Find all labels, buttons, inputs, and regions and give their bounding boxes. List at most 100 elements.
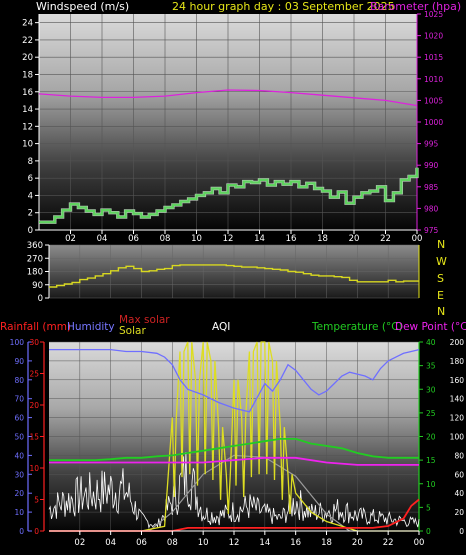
windspeed-tick-label: 24 <box>22 19 33 29</box>
legend-dew-point: Dew Point (°C) <box>395 321 466 333</box>
humidity-line <box>49 348 420 413</box>
max-solar-line <box>148 454 350 532</box>
barometer-tick-label: 1015 <box>424 53 443 62</box>
temperature-tick-label: 25 <box>426 409 436 418</box>
direction-tick-label: 270 <box>27 254 43 264</box>
legend-solar: Solar <box>119 325 146 337</box>
windspeed-tick-label: 0 <box>28 226 33 236</box>
solar-tick-label: 60 <box>454 470 464 479</box>
rain-tick-label: 5 <box>34 496 39 505</box>
legend-temperature: Temperature (°C) <box>311 321 403 333</box>
x-tick-label: 22 <box>380 234 391 244</box>
panel2-series <box>49 264 419 288</box>
wind-direction-line <box>49 264 419 288</box>
x-tick-label: 04 <box>97 234 108 244</box>
solar-tick-label: 0 <box>459 527 464 536</box>
barometer-tick-label: 985 <box>424 183 439 192</box>
panel3-series <box>48 341 420 532</box>
multi-sensor-panel: 0102030405060708090100051015202530051015… <box>10 338 465 548</box>
windspeed-tick-label: 6 <box>28 174 33 184</box>
barometer-tick-label: 1020 <box>424 32 443 41</box>
x-tick-label: 06 <box>128 234 139 244</box>
rain-tick-label: 20 <box>29 401 39 410</box>
barometer-axis-title: Barometer (hpa) <box>370 0 461 13</box>
windspeed-tick-label: 16 <box>22 88 33 98</box>
rainfall-line <box>49 498 420 532</box>
windspeed-tick-label: 14 <box>22 105 33 115</box>
windspeed-axis-title: Windspeed (m/s) <box>36 0 129 13</box>
direction-tick-label: 180 <box>27 268 43 278</box>
x-tick-label: 16 <box>286 234 297 244</box>
temperature-tick-label: 5 <box>426 503 431 512</box>
direction-ticks: 0 90 180 270 360 <box>27 241 420 304</box>
barometer-tick-label: 1010 <box>424 75 443 84</box>
compass-w: W <box>436 255 447 268</box>
solar-tick-label: 20 <box>454 508 464 517</box>
direction-tick-label: 90 <box>32 281 43 291</box>
barometer-tick-label: 975 <box>424 226 439 235</box>
barometer-tick-label: 1005 <box>424 96 443 105</box>
temperature-tick-label: 30 <box>426 385 436 394</box>
humidity-tick-label: 20 <box>14 489 24 498</box>
windspeed-tick-label: 20 <box>22 53 33 63</box>
temperature-line <box>49 438 419 461</box>
x-tick-label: 18 <box>321 538 332 548</box>
solar-tick-label: 100 <box>450 433 465 442</box>
x-tick-label: 22 <box>383 538 394 548</box>
humidity-tick-label: 10 <box>14 508 24 517</box>
x-tick-label: 16 <box>290 538 301 548</box>
x-tick-label: 02 <box>65 234 76 244</box>
compass-n-bottom: N <box>437 305 445 318</box>
panel3-x-ticks: 02 04 06 08 10 12 14 16 18 20 22 00 <box>49 530 425 548</box>
barometer-tick-label: 980 <box>424 204 439 213</box>
rain-tick-label: 0 <box>34 527 39 536</box>
panel3-axes: 0 10 20 30 40 50 60 70 80 90 100 0 5 10 15 20 25 30 0 5 10 15… <box>10 338 465 536</box>
solar-tick-label: 40 <box>454 489 464 498</box>
compass-e: E <box>437 289 444 302</box>
humidity-tick-label: 40 <box>14 451 24 460</box>
chart-title: 24 hour graph day : 03 September 2025 <box>172 0 395 13</box>
legend-humidity: Humidity <box>67 321 115 333</box>
windspeed-tick-label: 18 <box>22 70 33 80</box>
legend-rainfall: Rainfall (mm) <box>0 321 71 333</box>
direction-tick-label: 0 <box>38 294 43 304</box>
solar-tick-label: 120 <box>450 414 465 423</box>
legend-aqi: AQI <box>212 321 230 333</box>
barometer-tick-label: 995 <box>424 140 439 149</box>
x-tick-label: 00 <box>412 234 423 244</box>
x-tick-label: 20 <box>352 538 363 548</box>
x-tick-label: 00 <box>414 538 425 548</box>
direction-tick-label: 360 <box>27 241 43 251</box>
humidity-tick-label: 30 <box>14 470 24 479</box>
windspeed-tick-label: 4 <box>28 191 33 201</box>
windspeed-tick-label: 22 <box>22 36 33 46</box>
legend-max-solar: Max solar <box>119 314 170 326</box>
rain-tick-label: 25 <box>29 370 39 379</box>
panel2-grid <box>49 244 419 299</box>
barometer-tick-label: 990 <box>424 161 439 170</box>
x-tick-label: 18 <box>317 234 328 244</box>
windspeed-tick-label: 10 <box>22 140 33 150</box>
x-tick-label: 06 <box>136 538 147 548</box>
windspeed-tick-label: 8 <box>28 157 33 167</box>
x-tick-label: 10 <box>191 234 202 244</box>
temperature-tick-label: 20 <box>426 433 436 442</box>
dew-point-line <box>49 456 419 466</box>
solar-tick-label: 180 <box>450 357 465 366</box>
panel1-x-ticks: 02 04 06 08 10 12 14 16 18 20 22 00 <box>39 229 423 244</box>
temperature-tick-label: 0 <box>426 527 431 536</box>
x-tick-label: 12 <box>229 538 240 548</box>
aqi-line <box>48 452 420 529</box>
humidity-tick-label: 60 <box>14 414 24 423</box>
solar-tick-label: 160 <box>450 376 465 385</box>
panel1-grid <box>39 14 418 231</box>
panel1-series <box>38 89 419 224</box>
x-tick-label: 02 <box>74 538 85 548</box>
x-tick-label: 20 <box>349 234 360 244</box>
solar-tick-label: 200 <box>450 338 465 347</box>
solar-line <box>49 341 419 532</box>
x-tick-label: 14 <box>254 234 265 244</box>
humidity-tick-label: 70 <box>14 395 24 404</box>
humidity-tick-label: 50 <box>14 433 24 442</box>
